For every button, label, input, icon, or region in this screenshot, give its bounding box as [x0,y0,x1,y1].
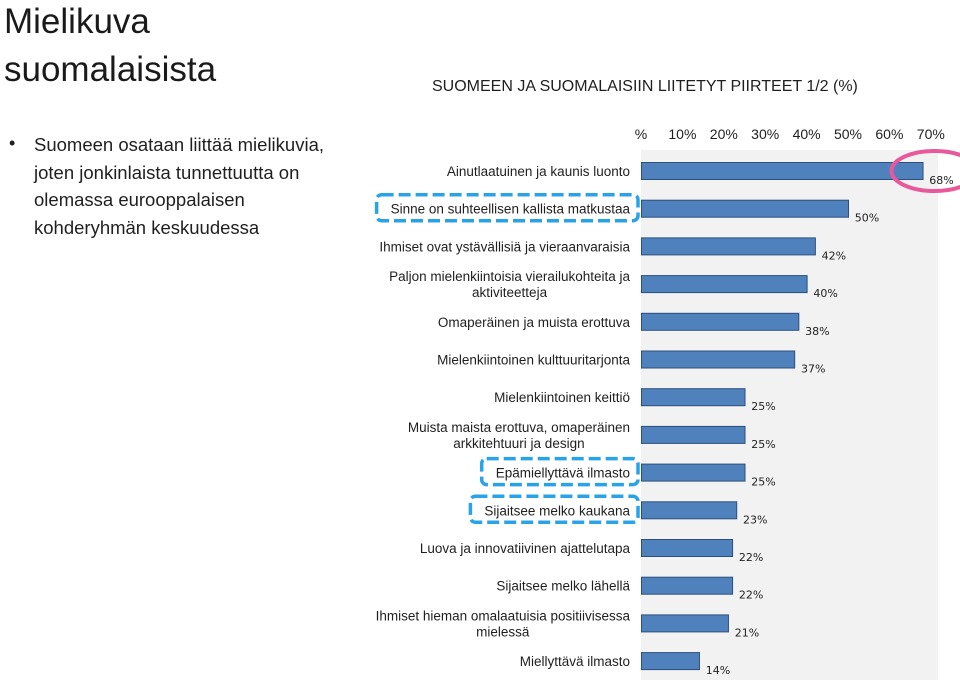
value-label: 25% [751,400,775,413]
bar [641,463,746,482]
plot-area [641,150,938,680]
bar [641,388,746,407]
bar [641,614,729,633]
x-tick-label: 40% [793,126,821,142]
value-label: 50% [855,212,879,225]
value-label: 22% [739,551,763,564]
page-title-line-1: Mielikuva [4,2,150,41]
circle-highlight [889,149,960,193]
category-label: Sijaitsee melko lähellä [496,579,630,594]
bar [641,162,924,180]
value-label: 38% [805,325,829,338]
x-tick-label: 10% [668,126,696,142]
category-label: Ihmiset ovat ystävällisiä ja vieraanvara… [379,239,630,254]
value-label: 40% [813,287,837,300]
dashed-highlight-box [468,494,640,525]
bar [641,312,800,331]
value-label: 23% [743,513,767,526]
chart-title: SUOMEEN JA SUOMALAISIIN LIITETYT PIIRTEE… [432,78,858,95]
category-label: Paljon mielenkiintoisia vierailukohteita… [389,269,630,284]
page-title-line-2: suomalaisista [4,50,217,89]
bar [641,199,849,218]
x-tick-label: 30% [751,126,779,142]
dashed-highlight-box [374,192,640,223]
value-label: 25% [751,476,775,489]
value-label: 25% [751,438,775,451]
value-label: 37% [801,363,825,376]
x-tick-label: 50% [834,126,862,142]
category-label: Luova ja innovatiivinen ajattelutapa [420,541,631,556]
dashed-highlight-box [479,456,640,487]
x-tick-label: 70% [917,126,945,142]
bar [641,501,738,520]
category-label: Ainutlaatuinen ja kaunis luonto [447,164,630,179]
category-label: Miellyttävä ilmasto [520,654,630,669]
value-label: 21% [735,626,759,639]
category-label: Sinne on suhteellisen kallista matkustaa [391,202,631,217]
x-tick-label: 60% [875,126,903,142]
category-label: Sijaitsee melko kaukana [484,503,630,518]
category-label: Muista maista erottuva, omaperäinen [408,420,630,435]
bar [641,652,700,671]
bullet-marker: • [9,133,16,153]
category-label: mielessä [476,624,530,639]
x-tick-label: % [635,126,647,142]
category-label: arkkitehtuuri ja design [453,436,584,451]
category-label: Epämiellyttävä ilmasto [496,466,630,481]
x-tick-label: 20% [710,126,738,142]
bar [641,275,808,294]
bar [641,576,734,595]
category-label: Mielenkiintoinen keittiö [494,390,630,405]
category-label: aktiviteetteja [472,285,548,300]
bar [641,425,746,444]
page-title: Mielikuva suomalaisista [4,0,334,94]
value-label: 14% [706,664,730,677]
bar [641,350,796,369]
bar [641,539,734,557]
category-label: Mielenkiintoinen kulttuuritarjonta [437,353,630,368]
value-label: 42% [822,249,846,262]
bar [641,237,816,256]
category-label: Omaperäinen ja muista erottuva [438,315,631,330]
value-label: 22% [739,589,763,602]
value-label: 68% [929,174,953,187]
bullet-text: Suomeen osataan liittää mielikuvia, jote… [34,134,324,238]
category-label: Ihmiset hieman omalaatuisia positiivises… [376,608,631,623]
